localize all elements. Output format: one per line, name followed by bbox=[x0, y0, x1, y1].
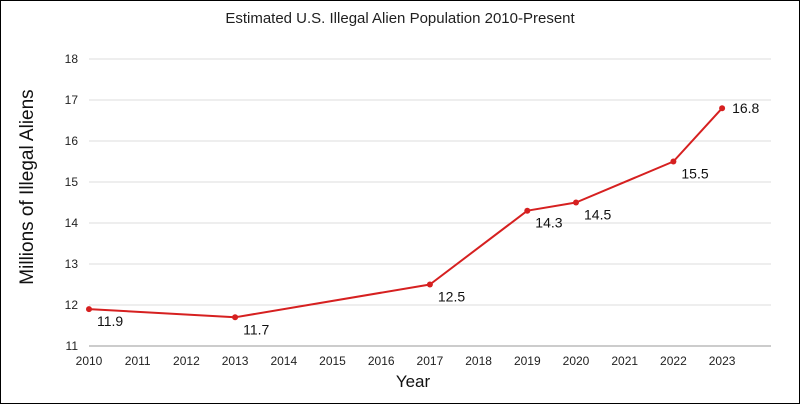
x-tick-label: 2011 bbox=[125, 354, 151, 368]
x-tick-label: 2022 bbox=[660, 354, 687, 368]
y-tick-label: 14 bbox=[65, 216, 79, 230]
data-label-2023: 16.8 bbox=[732, 100, 759, 116]
y-axis-title: Millions of Illegal Aliens bbox=[17, 89, 38, 284]
x-tick-label: 2013 bbox=[222, 354, 249, 368]
x-tick-label: 2021 bbox=[611, 354, 638, 368]
data-label-2019: 14.3 bbox=[535, 215, 562, 231]
data-point-2019 bbox=[524, 207, 531, 214]
y-tick-label: 15 bbox=[65, 175, 79, 189]
x-tick-label: 2015 bbox=[319, 354, 346, 368]
data-point-2013 bbox=[232, 314, 239, 321]
x-tick-label: 2018 bbox=[465, 354, 492, 368]
data-label-2017: 12.5 bbox=[438, 289, 465, 305]
x-tick-label: 2016 bbox=[368, 354, 395, 368]
series-layer: 11.9 11.7 12.5 14.3 14.5 15.5 16.8 bbox=[86, 100, 760, 337]
y-tick-label: 11 bbox=[66, 339, 79, 353]
data-label-2010: 11.9 bbox=[97, 313, 123, 329]
x-tick-label: 2019 bbox=[514, 354, 541, 368]
x-tick-label: 2020 bbox=[563, 354, 590, 368]
data-label-2022: 15.5 bbox=[681, 166, 708, 182]
y-tick-label: 12 bbox=[65, 298, 79, 312]
data-point-2010 bbox=[86, 306, 92, 313]
y-tick-label: 16 bbox=[65, 134, 79, 148]
data-label-2013: 11.7 bbox=[243, 321, 269, 337]
x-tick-label: 2010 bbox=[76, 354, 103, 368]
gridlines bbox=[89, 58, 771, 347]
y-tick-label: 17 bbox=[65, 93, 79, 107]
x-tick-label: 2023 bbox=[709, 354, 736, 368]
x-tick-label: 2012 bbox=[173, 354, 200, 368]
chart-title: Estimated U.S. Illegal Alien Population … bbox=[225, 10, 575, 27]
series-line bbox=[88, 107, 723, 319]
x-tick-label: 2014 bbox=[270, 354, 297, 368]
data-label-2020: 14.5 bbox=[584, 207, 611, 223]
y-tick-label: 13 bbox=[65, 257, 79, 271]
x-tick-label: 2017 bbox=[417, 354, 444, 368]
y-tick-label: 18 bbox=[65, 52, 79, 66]
x-axis-ticks: 2010 2011 2012 2013 2014 2015 2016 2017 2018 2019… bbox=[76, 354, 736, 368]
data-point-2017 bbox=[426, 281, 433, 288]
y-axis-ticks: 11 12 13 14 15 16 17 18 bbox=[65, 52, 79, 353]
data-point-2023 bbox=[719, 105, 726, 112]
x-axis-title: Year bbox=[396, 372, 431, 391]
data-point-2020 bbox=[573, 199, 579, 206]
data-point-2022 bbox=[670, 158, 677, 165]
